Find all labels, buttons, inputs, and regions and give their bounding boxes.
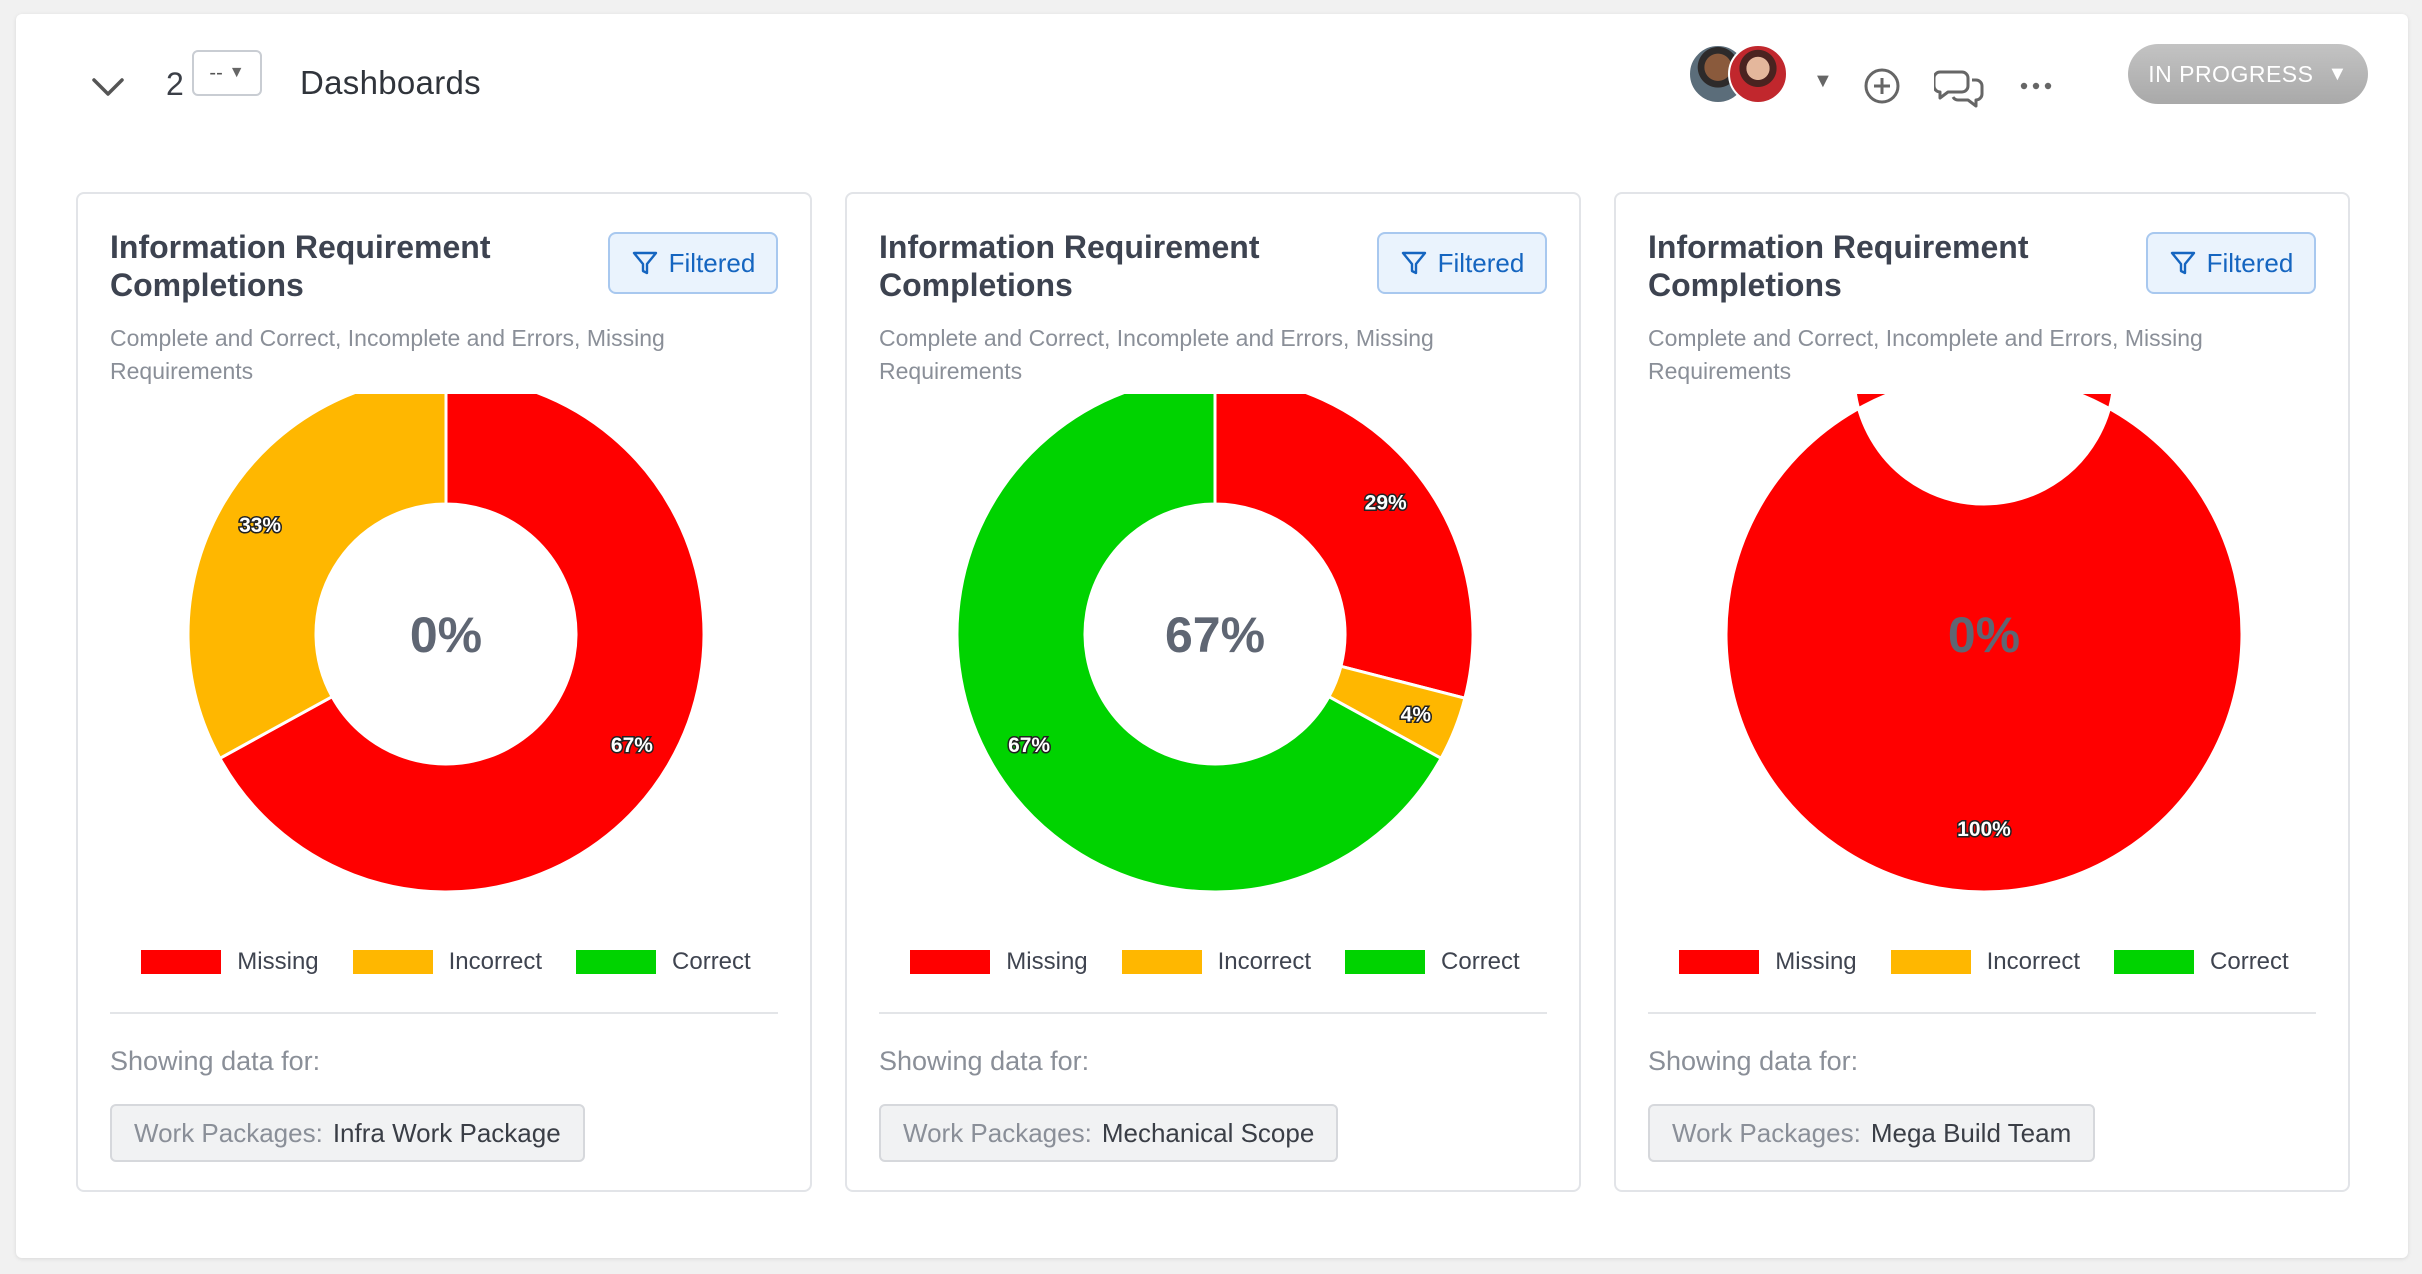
row-select-value: -- <box>209 61 223 84</box>
legend-item-missing[interactable]: Missing <box>141 948 319 976</box>
card-title: Information Requirement Completions <box>1648 229 2029 303</box>
filtered-button[interactable]: Filtered <box>2146 232 2316 294</box>
slice-label-incorrect: 33% <box>239 514 281 537</box>
filtered-label: Filtered <box>668 247 756 278</box>
legend-swatch-incorrect <box>1890 950 1971 974</box>
showing-data-label: Showing data for: <box>879 1046 1090 1076</box>
card-title: Information Requirement Completions <box>110 229 491 303</box>
status-dropdown-button[interactable]: IN PROGRESS ▼ <box>2128 44 2368 104</box>
filtered-button[interactable]: Filtered <box>608 232 778 294</box>
card-subtitle: Complete and Correct, Incomplete and Err… <box>879 325 1434 384</box>
row-select-dropdown[interactable]: -- ▼ <box>192 50 262 96</box>
more-options-icon[interactable] <box>2014 64 2058 108</box>
dashboard-panel: 2 -- ▼ Dashboards ▼ IN PROGRESS ▼ Inform… <box>16 14 2408 1258</box>
card-subtitle: Complete and Correct, Incomplete and Err… <box>110 325 665 384</box>
tag-value: Infra Work Package <box>332 1117 561 1148</box>
filter-icon <box>1401 251 1426 275</box>
filtered-label: Filtered <box>2206 247 2294 278</box>
work-package-tag[interactable]: Work Packages: Mechanical Scope <box>879 1104 1339 1162</box>
legend-swatch-incorrect <box>1121 950 1202 974</box>
showing-data-label: Showing data for: <box>110 1046 321 1076</box>
filter-icon <box>632 251 657 275</box>
donut-center-label: 67% <box>1165 607 1265 663</box>
legend-item-missing[interactable]: Missing <box>1679 948 1857 976</box>
divider <box>110 1012 778 1014</box>
donut-slice-correct[interactable] <box>955 394 1444 894</box>
dashboard-card: Information Requirement Completions Filt… <box>1614 192 2350 1192</box>
card-subtitle: Complete and Correct, Incomplete and Err… <box>1648 325 2203 384</box>
slice-label-missing: 67% <box>611 734 653 757</box>
caret-down-icon[interactable]: ▼ <box>1813 70 1833 92</box>
chart-legend: Missing Incorrect Correct <box>78 946 814 978</box>
filter-icon <box>2170 251 2195 275</box>
slice-label-incorrect: 4% <box>1401 704 1432 727</box>
tag-value: Mega Build Team <box>1870 1117 2072 1148</box>
tag-key: Work Packages: <box>903 1117 1092 1148</box>
page-title: Dashboards <box>300 64 481 101</box>
legend-label: Correct <box>1441 948 1520 975</box>
legend-label: Missing <box>1006 948 1088 975</box>
donut-slice-missing[interactable] <box>1213 394 1475 700</box>
legend-label: Correct <box>672 948 751 975</box>
legend-swatch-correct <box>1345 950 1426 974</box>
tag-value: Mechanical Scope <box>1101 1117 1315 1148</box>
slice-label-missing: 100% <box>1957 818 2011 841</box>
panel-header: 2 -- ▼ Dashboards ▼ IN PROGRESS ▼ <box>16 14 2408 134</box>
chart-legend: Missing Incorrect Correct <box>1616 946 2352 978</box>
legend-swatch-missing <box>141 950 222 974</box>
donut-chart: 100% 0% <box>1724 394 2244 894</box>
legend-label: Missing <box>1775 948 1857 975</box>
donut-center-label: 0% <box>410 607 482 663</box>
legend-item-correct[interactable]: Correct <box>2114 948 2289 976</box>
collapse-chevron-icon[interactable] <box>84 64 132 112</box>
filtered-label: Filtered <box>1437 247 1525 278</box>
dashboard-card: Information Requirement Completions Filt… <box>76 192 812 1192</box>
donut-chart: 67% 33% 0% <box>186 394 706 894</box>
add-circle-icon[interactable] <box>1860 64 1904 108</box>
status-label: IN PROGRESS <box>2148 60 2314 87</box>
dashboard-card: Information Requirement Completions Filt… <box>845 192 1581 1192</box>
work-package-tag[interactable]: Work Packages: Mega Build Team <box>1648 1104 2096 1162</box>
legend-swatch-correct <box>576 950 657 974</box>
chart-legend: Missing Incorrect Correct <box>847 946 1583 978</box>
avatar <box>1728 44 1788 104</box>
tag-key: Work Packages: <box>134 1117 323 1148</box>
legend-label: Correct <box>2210 948 2289 975</box>
legend-item-incorrect[interactable]: Incorrect <box>1890 948 2081 976</box>
legend-swatch-missing <box>910 950 991 974</box>
legend-item-correct[interactable]: Correct <box>1345 948 1520 976</box>
donut-center-label: 0% <box>1948 607 2020 663</box>
legend-item-missing[interactable]: Missing <box>910 948 1088 976</box>
donut-slice-missing[interactable] <box>1724 394 2244 894</box>
card-title: Information Requirement Completions <box>879 229 1260 303</box>
showing-data-label: Showing data for: <box>1648 1046 1859 1076</box>
assignee-avatars[interactable] <box>1688 44 1808 106</box>
slice-label-missing: 29% <box>1365 492 1407 515</box>
legend-item-incorrect[interactable]: Incorrect <box>352 948 543 976</box>
comments-icon[interactable] <box>1932 64 1986 108</box>
legend-label: Incorrect <box>448 948 543 975</box>
divider <box>1648 1012 2316 1014</box>
slice-label-correct: 67% <box>1008 734 1050 757</box>
caret-down-icon: ▼ <box>2327 62 2348 85</box>
donut-slice-incorrect[interactable] <box>186 394 448 761</box>
filtered-button[interactable]: Filtered <box>1377 232 1547 294</box>
divider <box>879 1012 1547 1014</box>
legend-swatch-incorrect <box>352 950 433 974</box>
legend-label: Missing <box>237 948 319 975</box>
legend-item-correct[interactable]: Correct <box>576 948 751 976</box>
legend-label: Incorrect <box>1986 948 2081 975</box>
caret-down-icon: ▼ <box>228 64 245 81</box>
legend-swatch-correct <box>2114 950 2195 974</box>
work-package-tag[interactable]: Work Packages: Infra Work Package <box>110 1104 585 1162</box>
row-number: 2 <box>166 66 184 102</box>
tag-key: Work Packages: <box>1672 1117 1861 1148</box>
donut-slice-missing[interactable] <box>217 394 706 894</box>
legend-label: Incorrect <box>1217 948 1312 975</box>
donut-chart: 29% 4% 67% 67% <box>955 394 1475 894</box>
legend-swatch-missing <box>1679 950 1760 974</box>
legend-item-incorrect[interactable]: Incorrect <box>1121 948 1312 976</box>
